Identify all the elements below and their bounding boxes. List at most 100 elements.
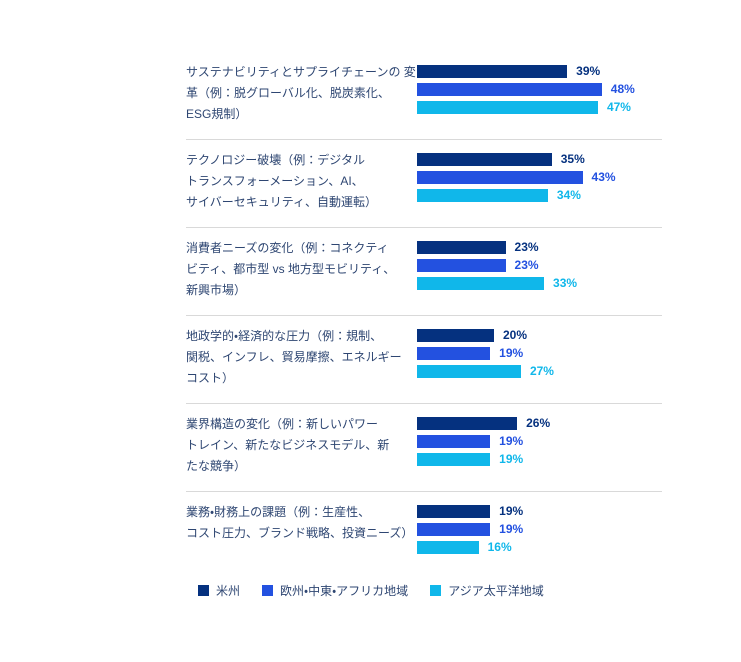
value-label-apac: 27% (529, 364, 554, 378)
bar-group: 39% 48% 47% (412, 65, 662, 114)
category-label-line: サイバーセキュリティ、自動運転） (186, 195, 378, 209)
bar-americas (417, 329, 494, 342)
bar-emea (417, 259, 506, 272)
bar-group: 35% 43% 34% (412, 153, 662, 202)
category-label: 地政学的・経済的な圧力（例：規制、関税、インフレ、貿易摩擦、エネルギー コスト） (186, 326, 412, 389)
category-label-line: 消費者ニーズの変化（例：コネクティ (186, 241, 389, 255)
chart-legend: 米州 欧州・中東・アフリカ地域 アジア太平洋地域 (186, 582, 662, 599)
bar-emea (417, 171, 583, 184)
chart-group: 業界構造の変化（例：新しいパワー トレイン、新たなビジネスモデル、新 たな競争） 26… (186, 403, 662, 491)
bar-emea (417, 523, 491, 536)
legend-item-apac: アジア太平洋地域 (430, 582, 544, 599)
value-label-americas: 35% (560, 152, 585, 166)
chart-groups: サステナビリティとサプライチェーンの 変革（例：脱グローバル化、脱炭素化、 ESG… (186, 52, 662, 568)
bar-row-americas: 39% (417, 65, 662, 78)
bar-group: 19% 19% 16% (412, 505, 662, 554)
bar-group: 26% 19% 19% (412, 417, 662, 466)
category-label: 業務・財務上の課題（例：生産性、コスト圧力、ブランド戦略、投資ニーズ） (186, 502, 414, 544)
bar-row-apac: 19% (417, 453, 662, 466)
bar-americas (417, 417, 518, 430)
category-label-line: コスト） (186, 371, 235, 385)
bar-row-apac: 27% (417, 365, 662, 378)
bar-apac (417, 365, 521, 378)
bar-americas (417, 241, 506, 254)
value-label-emea: 19% (499, 434, 524, 448)
value-label-emea: 19% (499, 346, 524, 360)
value-label-apac: 34% (556, 188, 581, 202)
bar-row-apac: 33% (417, 277, 662, 290)
value-label-americas: 26% (526, 416, 551, 430)
legend-swatch-emea-icon (262, 585, 274, 596)
value-label-apac: 47% (606, 100, 631, 114)
bar-row-apac: 47% (417, 101, 662, 114)
bar-apac (417, 277, 545, 290)
category-label-line: コスト圧力、ブランド戦略、投資ニーズ） (186, 526, 414, 540)
bar-row-americas: 35% (417, 153, 662, 166)
bar-group: 20% 19% 27% (412, 329, 662, 378)
category-label: テクノロジー破壊（例：デジタル トランスフォーメーション、AI、 サイバーセキュリテ… (186, 150, 412, 213)
chart-group: テクノロジー破壊（例：デジタル トランスフォーメーション、AI、 サイバーセキュリテ… (186, 139, 662, 227)
value-label-apac: 33% (553, 276, 578, 290)
bar-apac (417, 101, 598, 114)
value-label-americas: 19% (499, 504, 524, 518)
category-label-line: 業務・財務上の課題（例：生産性、 (186, 505, 371, 519)
bar-row-emea: 19% (417, 435, 662, 448)
category-label: 業界構造の変化（例：新しいパワー トレイン、新たなビジネスモデル、新 たな競争） (186, 414, 412, 477)
value-label-americas: 39% (576, 64, 601, 78)
value-label-emea: 19% (499, 522, 524, 536)
category-label-line: サステナビリティとサプライチェーンの 変 (186, 65, 416, 79)
value-label-americas: 20% (503, 328, 528, 342)
legend-swatch-apac-icon (430, 585, 442, 596)
category-label-line: たな競争） (186, 459, 247, 473)
value-label-apac: 16% (487, 540, 512, 554)
category-label: サステナビリティとサプライチェーンの 変革（例：脱グローバル化、脱炭素化、 ESG… (186, 62, 416, 125)
value-label-emea: 43% (591, 170, 616, 184)
bar-americas (417, 65, 568, 78)
value-label-emea: 48% (610, 82, 635, 96)
category-label-line: トランスフォーメーション、AI、 (186, 174, 364, 188)
category-label-line: 地政学的・経済的な圧力（例：規制、 (186, 329, 383, 343)
value-label-emea: 23% (514, 258, 539, 272)
value-label-americas: 23% (514, 240, 539, 254)
category-label-line: トレイン、新たなビジネスモデル、新 (186, 438, 390, 452)
bar-row-emea: 23% (417, 259, 662, 272)
bar-row-americas: 26% (417, 417, 662, 430)
category-label-line: 関税、インフレ、貿易摩擦、エネルギー (186, 350, 402, 364)
category-label-line: 業界構造の変化（例：新しいパワー (186, 417, 379, 431)
legend-item-emea: 欧州・中東・アフリカ地域 (262, 582, 408, 599)
category-label-line: 新興市場） (186, 283, 247, 297)
category-label-line: 革（例：脱グローバル化、脱炭素化、 (186, 86, 390, 100)
bar-row-americas: 23% (417, 241, 662, 254)
bar-row-americas: 20% (417, 329, 662, 342)
bar-row-emea: 43% (417, 171, 662, 184)
bar-row-emea: 48% (417, 83, 662, 96)
category-label-line: テクノロジー破壊（例：デジタル (186, 153, 366, 167)
bar-americas (417, 505, 491, 518)
bar-emea (417, 435, 491, 448)
legend-item-americas: 米州 (198, 582, 240, 599)
bar-apac (417, 453, 491, 466)
chart-group: 消費者ニーズの変化（例：コネクティ ビティ、都市型 vs 地方型モビリティ、 新興市… (186, 227, 662, 315)
category-label: 消費者ニーズの変化（例：コネクティ ビティ、都市型 vs 地方型モビリティ、 新興市… (186, 238, 412, 301)
category-label-line: ビティ、都市型 vs 地方型モビリティ、 (186, 262, 396, 276)
bar-group: 23% 23% 33% (412, 241, 662, 290)
category-label-line: ESG規制） (186, 107, 248, 121)
bar-row-apac: 16% (417, 541, 662, 554)
bar-row-apac: 34% (417, 189, 662, 202)
value-label-apac: 19% (499, 452, 524, 466)
bar-apac (417, 541, 479, 554)
bar-row-americas: 19% (417, 505, 662, 518)
chart-group: 業務・財務上の課題（例：生産性、 コスト圧力、ブランド戦略、投資ニーズ） 19% 19… (186, 491, 662, 568)
bar-emea (417, 83, 602, 96)
bar-row-emea: 19% (417, 523, 662, 536)
legend-label-apac: アジア太平洋地域 (448, 584, 544, 598)
legend-label-americas: 米州 (216, 584, 241, 598)
chart-group: 地政学的・経済的な圧力（例：規制、 関税、インフレ、貿易摩擦、エネルギー コスト） 2… (186, 315, 662, 403)
chart-group: サステナビリティとサプライチェーンの 変革（例：脱グローバル化、脱炭素化、 ESG… (186, 52, 662, 139)
bar-apac (417, 189, 548, 202)
bar-emea (417, 347, 491, 360)
legend-label-emea: 欧州・中東・アフリカ地域 (280, 584, 409, 598)
bar-americas (417, 153, 552, 166)
bar-chart: サステナビリティとサプライチェーンの 変革（例：脱グローバル化、脱炭素化、 ESG… (186, 52, 662, 599)
legend-swatch-americas-icon (198, 585, 209, 596)
